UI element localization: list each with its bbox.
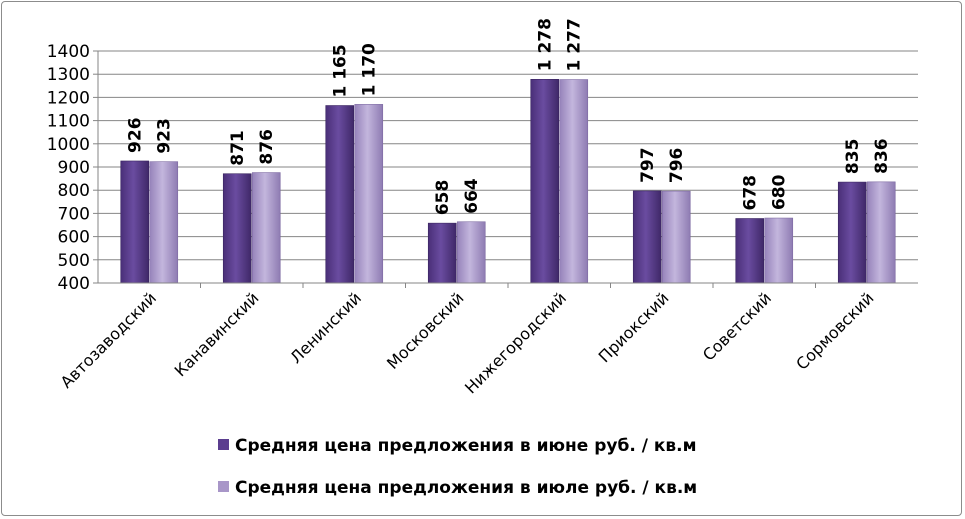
bar-july [764, 217, 794, 284]
category-label: Московский [383, 288, 468, 373]
data-label-june: 678 [741, 175, 761, 211]
bar-july [559, 79, 589, 284]
bar-july [251, 172, 281, 284]
bar-june [120, 160, 150, 284]
data-labels: 926 923 871 876 1 165 1 170 658 664 1 278 1 277 79… [126, 18, 893, 215]
gridlines [98, 50, 918, 261]
category-label: Сормовский [792, 288, 877, 373]
data-label-june: 1 278 [536, 18, 556, 71]
y-tick-label: 1400 [47, 42, 90, 62]
data-label-july: 923 [155, 118, 175, 154]
category-label: Приокский [595, 288, 673, 366]
legend-swatch-july [218, 481, 229, 492]
data-label-june: 926 [126, 117, 146, 153]
y-tick-label: 1200 [47, 88, 90, 108]
bar-june [632, 190, 662, 284]
bar-july [149, 161, 179, 284]
data-label-june: 1 165 [331, 44, 351, 97]
legend-label-july: Средняя цена предложения в июле руб. / к… [235, 478, 698, 498]
bar-july [354, 104, 384, 284]
bar-june [735, 218, 765, 284]
legend-label-june: Средняя цена предложения в июне руб. / к… [235, 436, 697, 456]
legend-swatch-june [218, 439, 229, 450]
y-tick-label: 1000 [47, 135, 90, 155]
y-tick-label: 800 [58, 181, 90, 201]
legend-item-june: Средняя цена предложения в июне руб. / к… [218, 436, 697, 456]
category-label: Автозаводский [57, 288, 160, 391]
bar-july [866, 181, 896, 284]
y-tick-label: 500 [58, 251, 90, 271]
data-label-july: 796 [667, 148, 687, 184]
y-tick-label: 400 [58, 274, 90, 294]
y-tick-label: 1100 [47, 112, 90, 132]
bar-july [661, 190, 691, 284]
data-label-july: 1 170 [360, 43, 380, 96]
category-label: Советский [699, 288, 775, 364]
data-label-july: 1 277 [565, 18, 585, 71]
data-label-june: 797 [638, 147, 658, 183]
legend-item-july: Средняя цена предложения в июле руб. / к… [218, 478, 697, 498]
data-label-june: 871 [228, 130, 248, 166]
y-tick-label: 900 [58, 158, 90, 178]
category-label: Канавинский [171, 288, 263, 380]
data-label-july: 836 [872, 138, 892, 174]
y-tick-label: 1300 [47, 65, 90, 85]
category-label: Нижегородский [461, 288, 570, 397]
bar-june [530, 79, 560, 284]
bar-june [837, 181, 867, 284]
data-label-july: 664 [462, 178, 482, 214]
bar-june [427, 222, 457, 284]
y-tick-label: 600 [58, 228, 90, 248]
category-label: Ленинский [286, 288, 365, 367]
data-label-june: 835 [843, 139, 863, 175]
bar-july [456, 221, 486, 284]
y-axis: 400 500 600 700 800 900 1000 1100 1200 1300 1400 [47, 42, 99, 294]
bar-june [325, 105, 355, 284]
bar-june [222, 173, 252, 284]
y-tick-label: 700 [58, 204, 90, 224]
data-label-july: 876 [257, 129, 277, 165]
bars [120, 79, 896, 284]
data-label-june: 658 [433, 180, 453, 216]
data-label-july: 680 [770, 174, 790, 210]
x-axis: Автозаводский Канавинский Ленинский Московс… [57, 282, 918, 397]
